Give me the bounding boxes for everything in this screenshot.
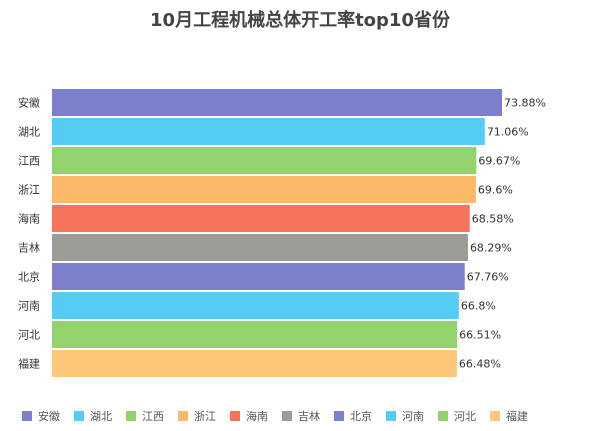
legend-swatch xyxy=(438,411,448,421)
legend-label: 北京 xyxy=(350,410,372,423)
value-label: 69.67% xyxy=(478,155,520,168)
legend-swatch xyxy=(490,411,500,421)
legend-label: 安徽 xyxy=(38,410,60,423)
category-label: 湖北 xyxy=(18,126,40,139)
category-label: 河北 xyxy=(18,329,40,342)
bar xyxy=(52,263,465,290)
legend-item: 海南 xyxy=(230,408,268,424)
value-label: 68.29% xyxy=(470,242,512,255)
category-label: 安徽 xyxy=(18,96,40,110)
legend-swatch xyxy=(126,411,136,421)
legend-item: 安徽 xyxy=(22,408,60,424)
legend-swatch xyxy=(386,411,396,421)
legend-label: 河北 xyxy=(454,410,476,423)
legend-item: 河北 xyxy=(438,408,476,424)
legend-label: 浙江 xyxy=(194,410,216,423)
bar xyxy=(52,205,470,232)
legend-item: 北京 xyxy=(334,408,372,424)
legend-swatch xyxy=(22,411,32,421)
legend-item: 浙江 xyxy=(178,408,216,424)
chart-title: 10月工程机械总体开工率top10省份 xyxy=(150,10,450,31)
legend-swatch xyxy=(282,411,292,421)
legend-swatch xyxy=(230,411,240,421)
legend-item: 吉林 xyxy=(282,408,320,424)
legend-item: 湖北 xyxy=(74,408,112,424)
legend-swatch xyxy=(334,411,344,421)
legend-item: 江西 xyxy=(126,408,164,424)
legend-label: 湖北 xyxy=(90,410,112,423)
value-label: 69.6% xyxy=(478,184,513,197)
legend-item: 河南 xyxy=(386,408,424,424)
category-label: 海南 xyxy=(18,212,40,226)
bar xyxy=(52,234,468,261)
bar xyxy=(52,147,477,174)
legend-swatch xyxy=(178,411,188,421)
value-label: 66.8% xyxy=(461,300,496,313)
bar xyxy=(52,118,485,145)
category-label: 福建 xyxy=(18,357,40,371)
category-label: 江西 xyxy=(18,155,40,168)
category-label: 浙江 xyxy=(18,184,40,197)
bar xyxy=(52,176,476,203)
bar xyxy=(52,350,457,377)
bar xyxy=(52,321,458,348)
legend-swatch xyxy=(74,411,84,421)
category-label: 北京 xyxy=(18,270,40,284)
legend-label: 海南 xyxy=(246,410,268,423)
category-label: 吉林 xyxy=(18,241,40,255)
value-label: 68.58% xyxy=(472,213,514,226)
value-label: 67.76% xyxy=(467,271,509,284)
value-label: 71.06% xyxy=(487,126,529,139)
legend-label: 河南 xyxy=(402,410,424,423)
legend-label: 福建 xyxy=(506,410,528,423)
legend-item: 福建 xyxy=(490,408,528,424)
value-label: 66.51% xyxy=(459,329,501,342)
chart-legend: 安徽 湖北 江西 浙江 海南 吉林 北京 河南 河北 福建 xyxy=(22,407,592,425)
bar-chart: 安徽 73.88% 湖北 71.06% 江西 69.67% 浙江 69.6% 海南 68.58% 吉… xyxy=(18,89,546,377)
bar xyxy=(52,89,502,116)
legend-label: 吉林 xyxy=(298,410,320,423)
category-label: 河南 xyxy=(18,300,40,313)
value-label: 66.48% xyxy=(459,358,501,371)
legend-label: 江西 xyxy=(142,410,164,423)
value-label: 73.88% xyxy=(504,97,546,110)
bar xyxy=(52,292,459,319)
